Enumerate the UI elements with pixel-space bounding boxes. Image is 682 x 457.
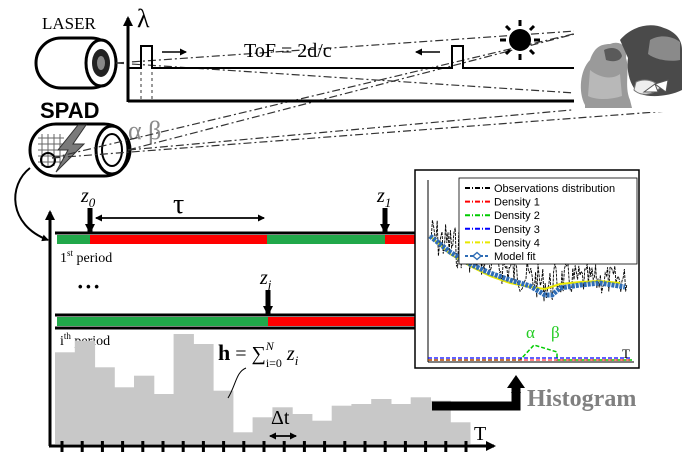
- histogram-bar: [351, 404, 372, 444]
- period-i-bar: [55, 313, 425, 330]
- alpha-beta-label: α β: [128, 116, 161, 145]
- spad-label: SPAD: [40, 98, 100, 123]
- z0-label: z0: [80, 185, 96, 210]
- histogram-bar: [371, 399, 392, 444]
- period-1-bar: [55, 231, 425, 244]
- lambda-label: λ: [137, 4, 150, 33]
- histogram-bar: [74, 340, 96, 444]
- legend-item: Observations distribution: [465, 183, 615, 195]
- histogram-bar: [173, 334, 194, 444]
- legend-item: Model fit: [465, 251, 536, 263]
- inset-alpha: α: [526, 323, 535, 342]
- legend-item: Density 2: [465, 210, 540, 222]
- histogram-bar: [232, 432, 254, 444]
- legend-label: Model fit: [494, 251, 536, 263]
- time-ticks: [60, 441, 468, 452]
- histogram-bar: [331, 405, 352, 444]
- histogram-bar: [252, 417, 273, 444]
- histogram-bar: [94, 367, 115, 444]
- histogram-bar: [114, 387, 135, 444]
- formula-pointer: [227, 367, 247, 399]
- period-1-label: 1st period: [60, 248, 112, 266]
- histogram-bar: [311, 420, 333, 444]
- zj-label: zj: [259, 267, 272, 292]
- histogram-bar: [391, 404, 412, 444]
- legend-label: Observations distribution: [494, 183, 615, 195]
- histogram-bar: [430, 400, 451, 444]
- inset-beta: β: [551, 323, 560, 342]
- spad-device: [28, 122, 132, 178]
- histogram-bar: [134, 375, 155, 444]
- tof-axis: [123, 16, 586, 106]
- histogram-label: Histogram: [527, 386, 636, 412]
- ellipsis-label: • • •: [78, 279, 99, 294]
- tof-label: ToF = 2d/c: [244, 40, 332, 62]
- scene-image: [574, 20, 682, 112]
- lightning-icon: [55, 124, 87, 173]
- histogram-bar: [292, 414, 313, 444]
- histogram-bar: [55, 352, 76, 444]
- z1-label: z1: [376, 185, 391, 210]
- histogram-bar: [272, 407, 293, 444]
- legend-label: Density 3: [494, 224, 540, 236]
- histogram-bar: [193, 344, 214, 444]
- legend-item: Density 4: [465, 237, 540, 249]
- delta-t-label: Δt: [271, 407, 290, 429]
- sun-icon: [500, 20, 540, 60]
- legend-label: Density 1: [494, 197, 540, 209]
- legend-item: Density 1: [465, 197, 540, 209]
- tau-label: τ: [173, 189, 184, 220]
- spad-to-axis-arrow: [14, 167, 49, 242]
- inset-axis-T: T: [622, 346, 630, 361]
- h-formula: h = ∑N i=0 zi: [218, 339, 299, 370]
- histogram-bar: [213, 390, 234, 444]
- histogram-bars: [55, 334, 471, 444]
- inset-legend: [458, 177, 638, 265]
- histogram-bar: [450, 422, 471, 444]
- histogram-connector: [432, 383, 521, 411]
- histogram-axis-T: T: [474, 423, 486, 445]
- histogram-axes: [45, 210, 496, 452]
- histogram-bar: [410, 397, 431, 444]
- laser-device: [34, 36, 118, 90]
- laser-label: LASER: [42, 14, 97, 33]
- diamond-marker-icon: [471, 251, 483, 261]
- legend-item: Density 3: [465, 224, 540, 236]
- histogram-bar: [153, 394, 175, 444]
- legend-label: Density 4: [494, 237, 540, 249]
- legend-label: Density 2: [494, 210, 540, 222]
